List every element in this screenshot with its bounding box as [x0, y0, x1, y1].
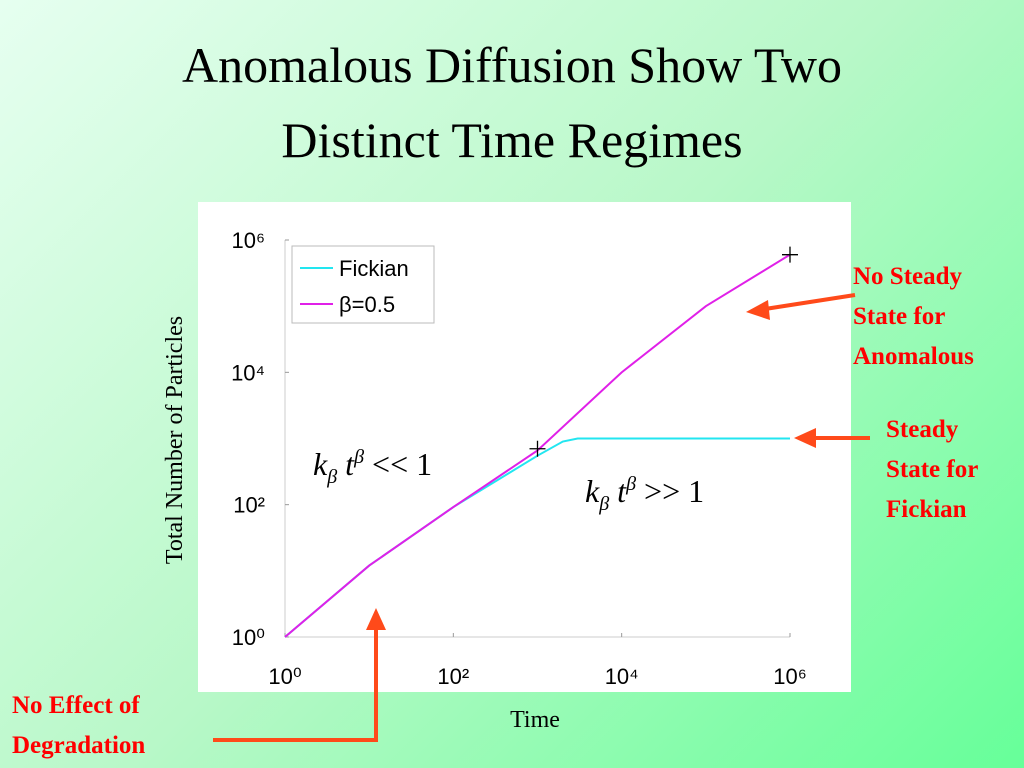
y-tick-label: 10²	[233, 493, 265, 518]
callout-text: Degradation	[12, 732, 145, 759]
arrowhead	[746, 300, 770, 320]
annotation: kβ tβ << 1	[313, 446, 432, 488]
legend-label: Fickian	[339, 256, 409, 281]
y-tick-label: 10⁶	[231, 228, 265, 253]
x-tick-label: 10²	[437, 664, 469, 689]
x-tick-label: 10⁴	[605, 664, 639, 689]
arrowheads	[366, 300, 816, 630]
title-line: Distinct Time Regimes	[281, 112, 742, 168]
y-axis-label: Total Number of Particles	[162, 316, 188, 564]
annotation-part: k	[313, 446, 328, 482]
annotation-part: k	[585, 473, 600, 509]
callout-text: Anomalous	[853, 343, 974, 370]
annotation-part: β	[326, 466, 337, 488]
x-tick-label: 10⁰	[268, 664, 301, 689]
annotation-part: β	[353, 446, 364, 468]
callout-text: Fickian	[886, 496, 967, 523]
y-tick-label: 10⁴	[231, 360, 265, 385]
annotation-part: << 1	[364, 446, 432, 482]
callout-arrows	[213, 293, 870, 742]
annotation: kβ tβ >> 1	[585, 473, 704, 515]
marker	[529, 440, 546, 457]
y-tick-label: 10⁰	[232, 625, 265, 650]
x-tick-label: 10⁶	[773, 664, 807, 689]
annotation-part: >> 1	[636, 473, 704, 509]
callout-text: No Effect of	[12, 692, 140, 719]
annotation-part: β	[598, 493, 609, 515]
callout-text: No Steady	[853, 263, 963, 290]
annotation-part: t	[337, 446, 355, 482]
title-line: Anomalous Diffusion Show Two	[182, 37, 842, 93]
callout-text: Steady	[886, 416, 959, 443]
arrowhead	[366, 608, 386, 630]
marker	[782, 246, 798, 263]
arrow	[764, 293, 856, 311]
callout-text: State for	[886, 456, 978, 483]
annotation-part: t	[609, 473, 627, 509]
legend-box	[291, 245, 435, 324]
arrow	[213, 628, 378, 742]
legend-label: β=0.5	[339, 292, 395, 317]
arrowhead	[794, 428, 816, 448]
annotation-part: β	[625, 473, 636, 495]
x-axis-label: Time	[510, 707, 560, 733]
callout-text: State for	[853, 303, 945, 330]
